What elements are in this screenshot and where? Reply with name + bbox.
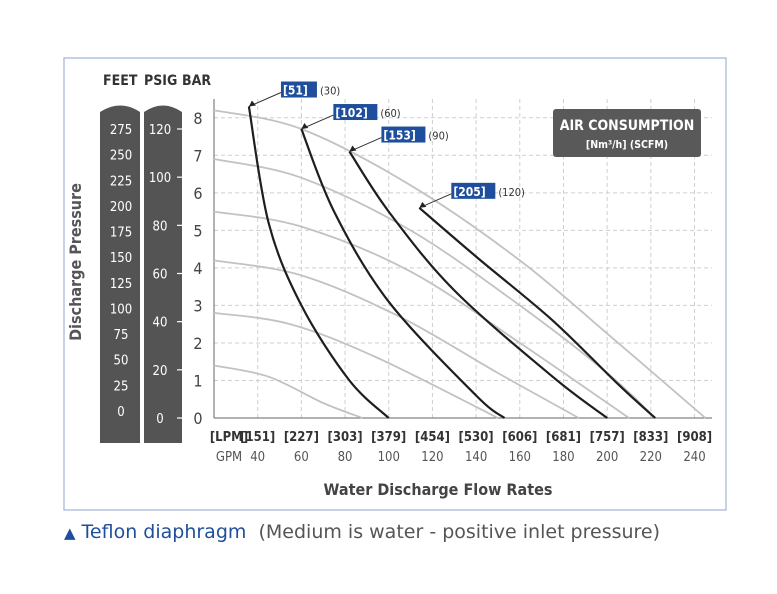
x-tick-lpm: [227] [284, 430, 319, 445]
psig-tick-label: 80 [153, 219, 168, 234]
psig-tick-label: 100 [149, 171, 171, 186]
feet-tick-label: 0 [117, 405, 124, 420]
legend-unit-bracket: [Nm³/h] [586, 139, 627, 151]
legend-box: AIR CONSUMPTION [Nm³/h] (SCFM) [553, 109, 701, 157]
feet-tick-label: 250 [110, 149, 132, 164]
caption-detail: (Medium is water - positive inlet pressu… [258, 521, 661, 543]
air-consumption-curve [300, 128, 506, 419]
feet-scale-bar [100, 105, 140, 443]
feet-tick-label: 100 [110, 302, 132, 317]
air-consumption-curve [348, 150, 608, 419]
x-axis-title: Water Discharge Flow Rates [324, 480, 553, 499]
x-tick-gpm: 120 [421, 450, 443, 465]
x-tick-lpm: [530] [459, 430, 494, 445]
y-tick-label: 4 [193, 259, 202, 278]
x-tick-gpm: 80 [338, 450, 353, 465]
x-tick-gpm: 240 [683, 450, 705, 465]
feet-tick-label: 50 [114, 354, 129, 369]
x-tick-lpm: [151] [240, 430, 275, 445]
air-label-bracket: [51] [283, 84, 308, 98]
x-tick-gpm: 60 [294, 450, 309, 465]
air-label-box [280, 81, 317, 98]
feet-header: FEET [103, 73, 138, 89]
psig-tick-label: 60 [153, 268, 168, 283]
y-tick-label: 3 [193, 296, 202, 315]
triangle-icon: ▲ [64, 524, 76, 542]
x-tick-lpm: [454] [415, 430, 450, 445]
caption-emphasis: Teflon diaphragm [81, 521, 247, 543]
feet-tick-label: 200 [110, 200, 132, 215]
air-label-bracket: [205] [453, 185, 485, 199]
x-tick-gpm: 180 [552, 450, 574, 465]
x-tick-lpm: [833] [633, 430, 668, 445]
x-tick-lpm: [606] [502, 430, 537, 445]
y-axis-ticks: 0 1 2 3 4 5 6 7 8 [193, 109, 202, 428]
air-label-paren: (60) [380, 107, 400, 120]
feet-tick-label: 225 [110, 174, 132, 189]
bar-header: BAR [182, 73, 211, 89]
y-tick-label: 1 [193, 371, 202, 390]
air-label-bracket: [102] [335, 106, 367, 120]
pressure-curve [213, 210, 630, 419]
psig-scale-bar [144, 105, 182, 443]
arrow-icon [349, 145, 357, 152]
air-label-paren: (120) [498, 186, 525, 199]
air-label-paren: (90) [428, 130, 448, 143]
air-label-box [381, 126, 426, 143]
y-tick-label: 0 [193, 409, 202, 428]
y-tick-label: 2 [193, 334, 202, 353]
feet-tick-label: 25 [114, 379, 129, 394]
feet-tick-label: 75 [114, 328, 129, 343]
air-label-box [451, 182, 496, 199]
psig-header: PSIG [144, 73, 177, 89]
x-axis-ticks: [LPM] GPM [151] 40 [227] 60 [303] 80 [379] 100 [45… [210, 430, 712, 465]
arrow-icon [419, 201, 427, 208]
x-tick-gpm: 40 [250, 450, 265, 465]
x-tick-gpm: 160 [509, 450, 531, 465]
x-tick-gpm: 200 [596, 450, 618, 465]
x-tick-gpm: 140 [465, 450, 487, 465]
air-consumption-curve [418, 206, 656, 419]
psig-tick-label: 40 [153, 316, 168, 331]
psig-tick-label: 20 [153, 364, 168, 379]
feet-tick-label: 150 [110, 251, 132, 266]
feet-tick-label: 275 [110, 123, 132, 138]
x-tick-gpm: 220 [640, 450, 662, 465]
air-consumption-curve [247, 106, 390, 419]
pressure-curve [213, 364, 363, 419]
arrow-icon [248, 100, 256, 107]
air-label-bracket: [153] [383, 129, 415, 143]
psig-tick-label: 120 [149, 123, 171, 138]
chart-caption: ▲ Teflon diaphragm (Medium is water - pos… [64, 521, 660, 543]
arrow-icon [301, 123, 309, 130]
pressure-curve [213, 312, 499, 419]
y-axis-title: Discharge Pressure [66, 183, 85, 341]
legend-title: AIR CONSUMPTION [560, 118, 695, 134]
legend-unit: [Nm³/h] (SCFM) [586, 139, 668, 151]
x-tick-lpm: [681] [546, 430, 581, 445]
y-tick-label: 6 [193, 184, 202, 203]
feet-tick-label: 125 [110, 277, 132, 292]
x-tick-lpm: [908] [677, 430, 712, 445]
x-tick-lpm: [757] [590, 430, 625, 445]
y-tick-label: 7 [193, 146, 202, 165]
psig-scale-ticks: 120 100 80 60 40 20 0 [149, 123, 186, 427]
legend-unit-paren: (SCFM) [630, 139, 668, 151]
x-tick-lpm: [379] [371, 430, 406, 445]
x-tick-gpm: GPM [216, 450, 242, 465]
x-tick-lpm: [LPM] [210, 430, 248, 445]
psig-tick-label: 0 [156, 412, 163, 427]
pressure-curve [213, 109, 706, 419]
air-label-box [333, 104, 378, 121]
y-tick-label: 5 [193, 221, 202, 240]
air-consumption-curves [247, 106, 656, 419]
x-tick-gpm: 100 [378, 450, 400, 465]
y-tick-label: 8 [193, 109, 202, 128]
x-tick-lpm: [303] [327, 430, 362, 445]
air-curve-labels: [51] (30) [102] (60) [153] (90) [205] (120) [248, 81, 525, 209]
air-label-paren: (30) [320, 85, 340, 98]
feet-tick-label: 175 [110, 226, 132, 241]
